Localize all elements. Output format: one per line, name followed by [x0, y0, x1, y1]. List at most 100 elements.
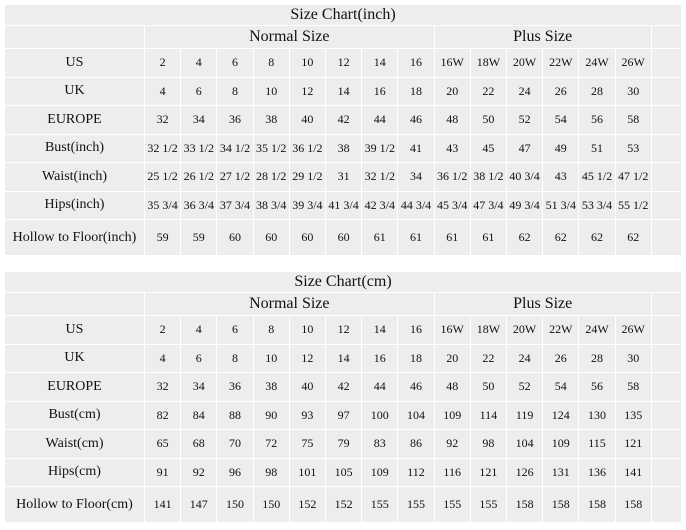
- size-cell: 54: [543, 373, 580, 402]
- row-label: Hips(cm): [5, 458, 145, 487]
- size-cell: 26W: [615, 49, 652, 78]
- size-cell: 20: [434, 77, 471, 106]
- size-cell: 92: [434, 430, 471, 459]
- size-cell: 119: [507, 401, 544, 430]
- row-label: US: [5, 316, 145, 345]
- size-cell: 43: [543, 163, 580, 192]
- size-cell: 22: [470, 77, 507, 106]
- size-cell: 14: [326, 77, 363, 106]
- size-cell: 32 1/2: [145, 134, 182, 163]
- size-cell: 150: [217, 487, 254, 523]
- blank: [651, 487, 682, 523]
- size-cell: 47 3/4: [470, 191, 507, 220]
- size-cell: 65: [145, 430, 182, 459]
- size-cell: 12: [326, 49, 363, 78]
- row-label: EUROPE: [5, 106, 145, 135]
- size-cell: 40: [289, 106, 326, 135]
- size-cell: 114: [470, 401, 507, 430]
- group-header: Plus Size: [434, 293, 652, 316]
- size-cell: 104: [507, 430, 544, 459]
- size-cell: 98: [470, 430, 507, 459]
- size-cell: 34: [181, 373, 218, 402]
- size-cell: 88: [217, 401, 254, 430]
- size-cell: 51: [579, 134, 616, 163]
- size-cell: 101: [289, 458, 326, 487]
- size-cell: 34: [398, 163, 435, 192]
- size-cell: 30: [615, 344, 652, 373]
- size-cell: 158: [507, 487, 544, 523]
- size-cell: 61: [362, 220, 399, 256]
- size-cell: 86: [398, 430, 435, 459]
- size-cell: 38 1/2: [470, 163, 507, 192]
- size-cell: 97: [326, 401, 363, 430]
- size-cell: 56: [579, 106, 616, 135]
- size-cell: 18W: [470, 49, 507, 78]
- size-cell: 109: [434, 401, 471, 430]
- size-cell: 158: [543, 487, 580, 523]
- group-header: Plus Size: [434, 26, 652, 49]
- size-cell: 16: [398, 49, 435, 78]
- size-cell: 109: [543, 430, 580, 459]
- size-cell: 54: [543, 106, 580, 135]
- size-cell: 158: [615, 487, 652, 523]
- size-cell: 36 3/4: [181, 191, 218, 220]
- blank: [651, 458, 682, 487]
- row-label: Bust(inch): [5, 134, 145, 163]
- size-cell: 20W: [507, 316, 544, 345]
- size-cell: 68: [181, 430, 218, 459]
- table-title: Size Chart(cm): [5, 272, 682, 293]
- size-cell: 62: [543, 220, 580, 256]
- size-cell: 8: [253, 316, 290, 345]
- size-cell: 28: [579, 344, 616, 373]
- size-cell: 44 3/4: [398, 191, 435, 220]
- size-cell: 8: [217, 77, 254, 106]
- size-cell: 43: [434, 134, 471, 163]
- blank: [651, 401, 682, 430]
- size-cell: 24W: [579, 316, 616, 345]
- size-cell: 147: [181, 487, 218, 523]
- size-cell: 96: [217, 458, 254, 487]
- size-cell: 28: [579, 77, 616, 106]
- blank: [651, 49, 682, 78]
- size-cell: 24W: [579, 49, 616, 78]
- row-label: UK: [5, 344, 145, 373]
- row-label: US: [5, 49, 145, 78]
- size-cell: 6: [181, 77, 218, 106]
- size-cell: 91: [145, 458, 182, 487]
- size-cell: 83: [362, 430, 399, 459]
- size-cell: 60: [289, 220, 326, 256]
- size-cell: 35 1/2: [253, 134, 290, 163]
- size-cell: 34 1/2: [217, 134, 254, 163]
- size-cell: 62: [579, 220, 616, 256]
- size-cell: 16W: [434, 316, 471, 345]
- size-cell: 24: [507, 344, 544, 373]
- size-cell: 48: [434, 373, 471, 402]
- blank: [651, 191, 682, 220]
- size-cell: 82: [145, 401, 182, 430]
- row-label: Hollow to Floor(cm): [5, 487, 145, 523]
- size-cell: 93: [289, 401, 326, 430]
- size-cell: 32 1/2: [362, 163, 399, 192]
- group-header: Normal Size: [145, 293, 435, 316]
- size-cell: 152: [289, 487, 326, 523]
- size-cell: 51 3/4: [543, 191, 580, 220]
- size-cell: 14: [362, 316, 399, 345]
- size-cell: 8: [253, 49, 290, 78]
- size-cell: 155: [398, 487, 435, 523]
- size-cell: 20: [434, 344, 471, 373]
- size-cell: 27 1/2: [217, 163, 254, 192]
- size-cell: 6: [181, 344, 218, 373]
- size-cell: 31: [326, 163, 363, 192]
- size-cell: 8: [217, 344, 254, 373]
- size-cell: 98: [253, 458, 290, 487]
- blank: [651, 293, 682, 316]
- size-cell: 32: [145, 106, 182, 135]
- row-label: Waist(inch): [5, 163, 145, 192]
- size-cell: 155: [362, 487, 399, 523]
- size-cell: 155: [434, 487, 471, 523]
- size-cell: 62: [507, 220, 544, 256]
- size-cell: 26W: [615, 316, 652, 345]
- size-cell: 36: [217, 106, 254, 135]
- size-cell: 59: [181, 220, 218, 256]
